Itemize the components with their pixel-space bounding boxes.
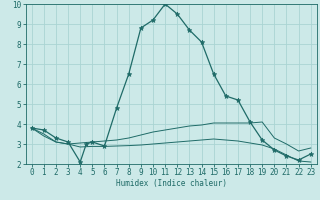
X-axis label: Humidex (Indice chaleur): Humidex (Indice chaleur) [116, 179, 227, 188]
